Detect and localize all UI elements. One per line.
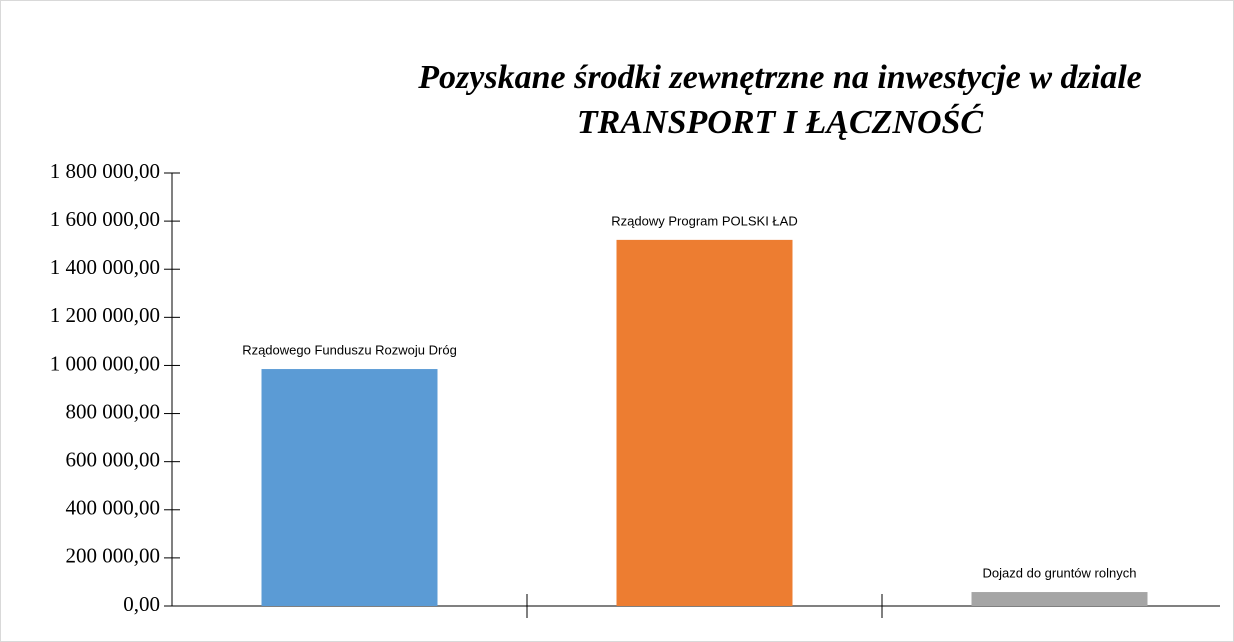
chart-title: TRANSPORT I ŁĄCZNOŚĆ <box>577 103 983 141</box>
y-tick-label: 1 000 000,00 <box>50 351 160 375</box>
y-tick-label: 600 000,00 <box>66 447 161 471</box>
bar-label: Dojazd do gruntów rolnych <box>983 565 1137 580</box>
bar <box>261 369 438 606</box>
y-tick-label: 1 800 000,00 <box>50 159 160 183</box>
y-tick-label: 200 000,00 <box>66 544 161 568</box>
y-tick-label: 1 200 000,00 <box>50 303 160 327</box>
bar-label: Rządowego Funduszu Rozwoju Dróg <box>242 342 457 357</box>
y-tick-label: 800 000,00 <box>66 399 161 423</box>
y-tick-label: 400 000,00 <box>66 496 161 520</box>
y-tick-label: 1 600 000,00 <box>50 207 160 231</box>
bar <box>616 239 793 606</box>
y-tick-label: 0,00 <box>123 592 160 616</box>
bar <box>971 592 1148 606</box>
y-tick-label: 1 400 000,00 <box>50 255 160 279</box>
chart-title: Pozyskane środki zewnętrzne na inwestycj… <box>417 59 1141 96</box>
bar-label: Rządowy Program POLSKI ŁAD <box>611 213 797 228</box>
